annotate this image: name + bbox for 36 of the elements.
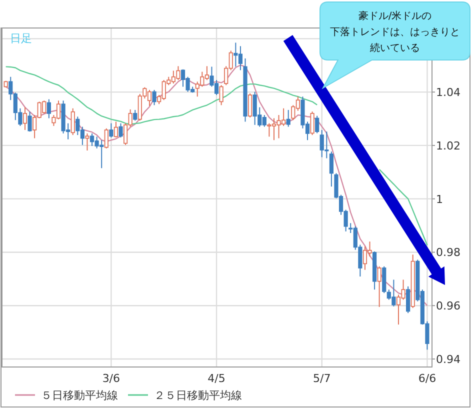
candlestick — [109, 122, 114, 138]
legend-label: ２５日移動平均線 — [154, 389, 242, 402]
y-tick-label: 0.98 — [436, 246, 460, 260]
x-tick-label: 6/6 — [418, 372, 436, 385]
annotation: 続いている — [369, 42, 420, 54]
annotation: 日足 — [10, 32, 32, 45]
candlestick — [286, 109, 290, 128]
candlestick — [118, 122, 123, 138]
y-tick-label: 1.04 — [436, 86, 460, 100]
y-tick-label: 0.96 — [436, 300, 460, 313]
y-tick-label: 1.02 — [436, 139, 460, 152]
y-tick-label: 0.94 — [436, 352, 460, 366]
x-tick-label: 5/7 — [313, 372, 331, 385]
legend-label: ５日移動平均線 — [41, 389, 118, 402]
candlestick — [377, 266, 382, 308]
candlestick — [70, 108, 75, 136]
candlestick — [382, 266, 386, 294]
candlestick — [329, 151, 334, 188]
candlestick — [133, 109, 138, 122]
x-tick-label: 4/5 — [208, 372, 226, 385]
candlestick — [406, 286, 410, 314]
text: 豪ドル/米ドルの — [358, 10, 432, 22]
candlestick — [22, 106, 28, 130]
y-tick-label: 1 — [436, 192, 443, 206]
annotation: 下落トレンドは、はっきりと — [330, 26, 460, 38]
x-tick-label: 3/6 — [102, 372, 120, 385]
candlestick — [46, 98, 51, 119]
candlestick — [310, 111, 314, 136]
candlestick — [114, 121, 118, 138]
candlestick — [248, 92, 252, 118]
candlestick — [104, 128, 108, 149]
candlestick — [315, 115, 320, 134]
candlestick — [85, 132, 90, 152]
candlestick — [28, 111, 32, 132]
candlestick — [219, 84, 224, 106]
candlestick — [152, 89, 156, 106]
